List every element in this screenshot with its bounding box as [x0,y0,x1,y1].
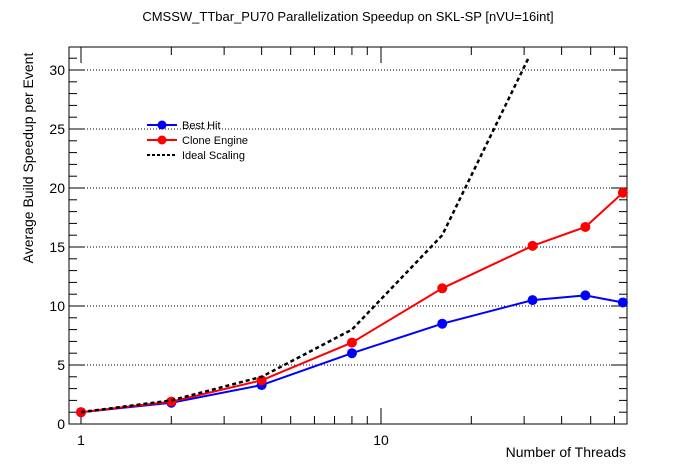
x-axis-label: Number of Threads [506,444,626,460]
y-tick-label: 0 [57,416,65,432]
legend: Best Hit Clone Engine Ideal Scaling [147,120,248,162]
data-point-best-hit [580,290,591,301]
axes: 0 5 10 15 20 25 30 1 10 [49,46,628,448]
legend-label-clone-engine: Clone Engine [182,135,248,147]
series-line-ideal-scaling [80,57,530,414]
x-tick-label: 1 [77,432,85,448]
data-point-clone-engine [527,240,538,251]
data-point-clone-engine [346,337,357,348]
series-line-best-hit [80,294,624,414]
data-point-clone-engine [437,283,448,294]
y-tick-label: 20 [49,180,65,196]
plot-frame [68,46,628,425]
data-point-best-hit [346,348,357,359]
y-tick-label: 30 [49,62,65,78]
y-tick-label: 5 [57,357,65,373]
grid-lines [69,69,627,366]
data-point-best-hit [527,295,538,306]
y-tick-label: 25 [49,121,65,137]
legend-label-ideal-scaling: Ideal Scaling [182,150,245,162]
data-point-clone-engine [580,221,591,232]
data-point-clone-engine [617,187,628,198]
y-axis-label: Average Build Speedup per Event [20,53,36,264]
data-point-clone-engine [256,375,267,386]
data-point-best-hit [617,297,628,308]
y-tick-label: 10 [49,298,65,314]
series-line-clone-engine [80,191,624,414]
chart-title: CMSSW_TTbar_PU70 Parallelization Speedup… [142,9,553,24]
legend-label-best-hit: Best Hit [182,120,221,132]
legend-marker-clone-engine [157,135,167,145]
data-point-best-hit [437,318,448,329]
x-tick-label: 10 [373,432,389,448]
legend-marker-best-hit [157,120,167,130]
y-tick-label: 15 [49,239,65,255]
series-group [76,57,628,418]
